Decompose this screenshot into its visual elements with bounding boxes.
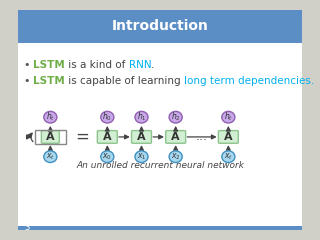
Text: A: A <box>171 132 180 142</box>
Text: $h_0$: $h_0$ <box>102 111 112 123</box>
Text: is a kind of: is a kind of <box>65 60 129 70</box>
FancyBboxPatch shape <box>218 131 238 143</box>
Text: •: • <box>23 76 30 86</box>
Circle shape <box>44 151 57 162</box>
Text: A: A <box>46 132 55 142</box>
Text: A: A <box>224 132 233 142</box>
Text: $x_2$: $x_2$ <box>171 151 180 162</box>
FancyBboxPatch shape <box>97 131 117 143</box>
Text: $h_2$: $h_2$ <box>171 111 180 123</box>
Text: .: . <box>151 60 155 70</box>
Text: 3: 3 <box>24 223 29 233</box>
Text: $h_t$: $h_t$ <box>224 111 233 123</box>
Circle shape <box>169 151 182 162</box>
Text: is capable of learning: is capable of learning <box>65 76 184 86</box>
Text: $x_0$: $x_0$ <box>102 151 112 162</box>
Text: LSTM: LSTM <box>33 60 65 70</box>
Text: An unrolled recurrent neural network: An unrolled recurrent neural network <box>76 161 244 170</box>
Text: $x_t$: $x_t$ <box>46 151 55 162</box>
Text: LSTM: LSTM <box>33 76 65 86</box>
Circle shape <box>44 111 57 123</box>
Text: $h_1$: $h_1$ <box>137 111 146 123</box>
Text: •: • <box>23 60 30 70</box>
Text: ...: ... <box>196 130 208 144</box>
Text: A: A <box>103 132 112 142</box>
Text: RNN: RNN <box>129 60 151 70</box>
Circle shape <box>101 151 114 162</box>
Circle shape <box>169 111 182 123</box>
FancyBboxPatch shape <box>41 131 59 143</box>
Circle shape <box>135 151 148 162</box>
Text: long term dependencies.: long term dependencies. <box>184 76 314 86</box>
Text: $x_1$: $x_1$ <box>137 151 146 162</box>
Text: $x_t$: $x_t$ <box>224 151 233 162</box>
Text: =: = <box>76 128 90 146</box>
Text: $h_t$: $h_t$ <box>46 111 55 123</box>
Text: Introduction: Introduction <box>112 19 208 33</box>
FancyBboxPatch shape <box>132 131 151 143</box>
Circle shape <box>135 111 148 123</box>
Circle shape <box>101 111 114 123</box>
Circle shape <box>222 111 235 123</box>
Text: A: A <box>137 132 146 142</box>
FancyBboxPatch shape <box>166 131 186 143</box>
Circle shape <box>222 151 235 162</box>
